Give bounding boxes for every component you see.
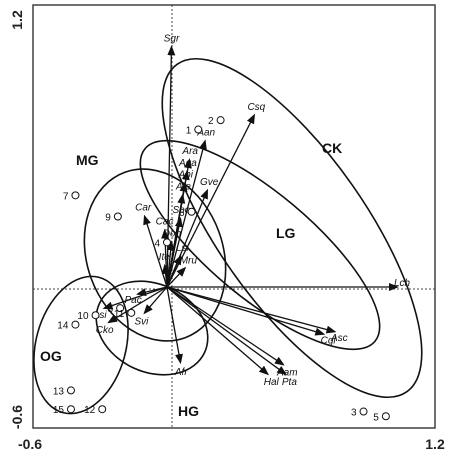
plot-frame bbox=[32, 4, 436, 429]
site-label-5: 5 bbox=[373, 412, 379, 423]
site-point-12 bbox=[98, 405, 107, 414]
species-vector-ite bbox=[161, 263, 170, 288]
site-point-1 bbox=[194, 125, 203, 134]
species-vector-hal bbox=[166, 286, 270, 376]
species-vector-aam bbox=[166, 286, 285, 366]
species-label-aga: Aga bbox=[178, 158, 197, 169]
species-label-afr: Afr bbox=[174, 367, 188, 378]
species-label-ara: Ara bbox=[181, 146, 198, 157]
species-vector-spo bbox=[166, 216, 183, 288]
ellipse-ck bbox=[161, 57, 423, 399]
species-vector-afr bbox=[166, 286, 183, 365]
site-point-11 bbox=[127, 308, 136, 317]
site-label-10: 10 bbox=[77, 311, 89, 322]
site-point-10 bbox=[91, 311, 100, 320]
group-label-ck: CK bbox=[322, 140, 342, 156]
y-tick-max: 1.2 bbox=[9, 10, 25, 30]
group-labels: CK LG MG OG HG bbox=[40, 140, 342, 419]
site-label-15: 15 bbox=[53, 405, 65, 416]
site-point-8 bbox=[116, 304, 125, 313]
species-label-gve: Gve bbox=[200, 177, 219, 188]
species-vector-cgl bbox=[166, 286, 326, 336]
species-label-sgr: Sgr bbox=[164, 33, 180, 44]
site-point-13 bbox=[66, 386, 75, 395]
group-label-hg: HG bbox=[178, 403, 199, 419]
species-vector-asc bbox=[166, 286, 337, 334]
site-point-7 bbox=[71, 191, 80, 200]
species-vector-csq bbox=[166, 113, 256, 288]
site-label-12: 12 bbox=[84, 405, 96, 416]
site-label-8: 8 bbox=[108, 304, 114, 315]
species-label-lch: Lch bbox=[394, 278, 411, 289]
species-vector-aan bbox=[166, 139, 207, 288]
group-ellipses bbox=[33, 57, 423, 415]
group-label-og: OG bbox=[40, 348, 62, 364]
species-vector-pta bbox=[166, 286, 287, 376]
site-point-15 bbox=[66, 405, 75, 414]
species-label-lsi: Lsi bbox=[176, 243, 190, 254]
species-label-cgl: Cgl bbox=[321, 335, 337, 346]
species-label-abi: Abi bbox=[177, 170, 193, 181]
site-label-7: 7 bbox=[63, 191, 69, 202]
species-label-spo: Spo bbox=[172, 205, 190, 216]
site-point-2 bbox=[216, 116, 225, 125]
species-label-ate: Ate bbox=[175, 181, 191, 192]
group-label-lg: LG bbox=[276, 225, 296, 241]
site-point-14 bbox=[71, 320, 80, 329]
site-point-9 bbox=[113, 212, 122, 221]
species-label-cko: Cko bbox=[96, 325, 114, 336]
x-tick-max: 1.2 bbox=[425, 436, 445, 452]
site-label-2: 2 bbox=[208, 116, 214, 127]
site-label-9: 9 bbox=[105, 213, 111, 224]
ellipse-og bbox=[33, 275, 129, 415]
site-point-4 bbox=[163, 238, 171, 247]
species-label-pac: Pac bbox=[124, 295, 141, 306]
ellipse-mg bbox=[83, 168, 227, 342]
species-label-mru: Mru bbox=[180, 256, 198, 267]
species-label-hal: Hal bbox=[264, 377, 280, 388]
x-tick-min: -0.6 bbox=[18, 436, 42, 452]
species-label-cac: Cac bbox=[156, 217, 174, 228]
species-vector-asi bbox=[102, 286, 168, 310]
species-vector-mru bbox=[166, 266, 187, 288]
species-label-asc: Asc bbox=[330, 333, 348, 344]
species-label-aan: Aan bbox=[196, 127, 215, 138]
site-label-6: 6 bbox=[179, 208, 185, 219]
species-label-csq: Csq bbox=[247, 102, 265, 113]
site-label-14: 14 bbox=[57, 321, 69, 332]
group-label-mg: MG bbox=[76, 152, 99, 168]
site-label-13: 13 bbox=[53, 386, 65, 397]
site-label-1: 1 bbox=[186, 126, 192, 137]
site-point-6 bbox=[187, 207, 196, 216]
site-label-3: 3 bbox=[351, 408, 357, 419]
species-vector-lsi bbox=[166, 254, 182, 288]
species-label-pta: Pta bbox=[282, 377, 297, 388]
species-label-asi: Asi bbox=[92, 310, 108, 321]
site-point-3 bbox=[359, 407, 368, 416]
species-label-ite: Ite bbox=[159, 252, 171, 263]
species-label-don: Don bbox=[163, 228, 182, 239]
species-vector-svi bbox=[143, 286, 168, 315]
species-vector-cko bbox=[107, 286, 168, 324]
site-point-5 bbox=[381, 412, 390, 421]
site-label-4: 4 bbox=[154, 238, 160, 249]
ellipse-lg bbox=[139, 139, 381, 351]
species-label-car: Car bbox=[135, 203, 152, 214]
axis-ticks: -0.6 1.2 1.2 -0.6 bbox=[9, 10, 445, 452]
site-label-11: 11 bbox=[114, 309, 125, 320]
species-vector-car bbox=[143, 214, 168, 288]
species-label-svi: Svi bbox=[134, 317, 149, 328]
y-tick-min: -0.6 bbox=[9, 405, 25, 429]
